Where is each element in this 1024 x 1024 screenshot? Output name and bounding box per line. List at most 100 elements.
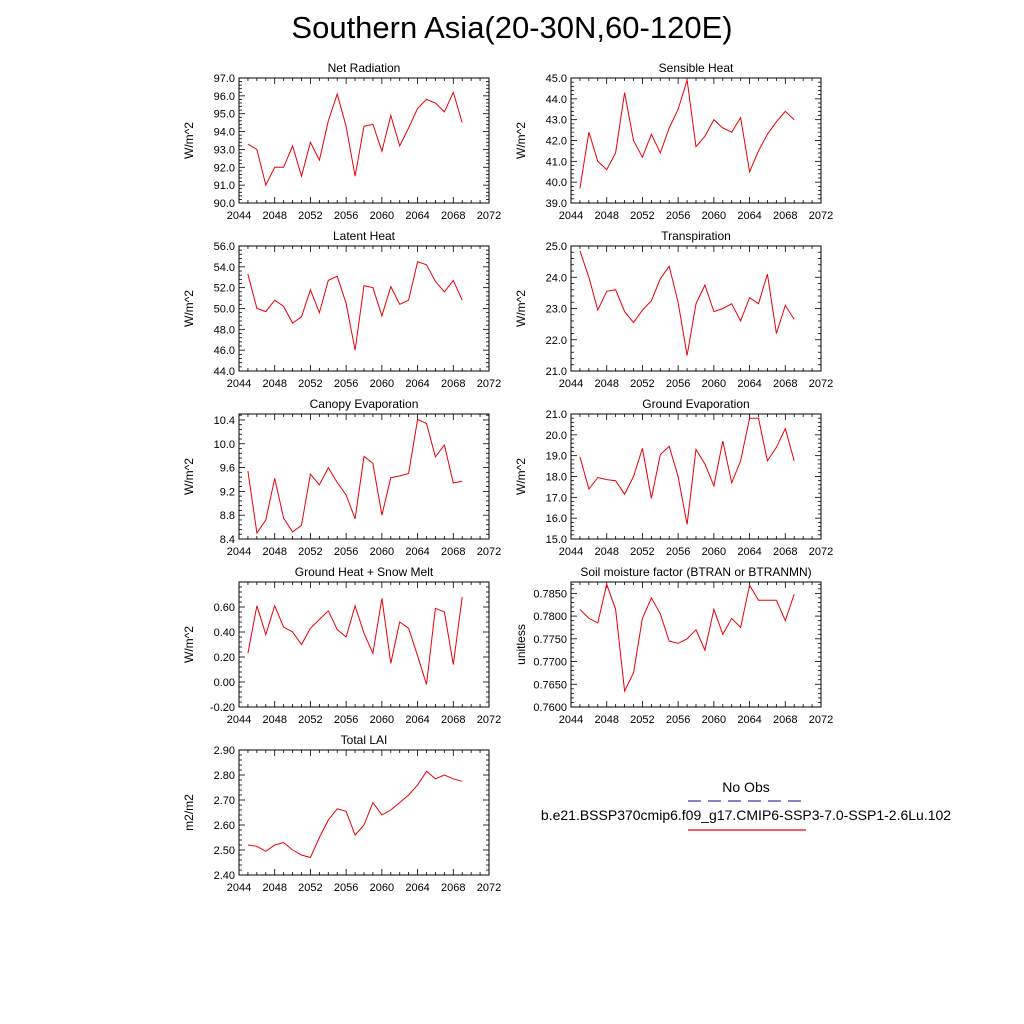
- chart-7-xtick-label: 2048: [262, 714, 286, 726]
- chart-7-ytick-label: 0.00: [214, 677, 235, 689]
- chart-9-xtick-label: 2044: [227, 882, 251, 894]
- chart-2-ytick-label: 45.0: [546, 73, 567, 85]
- chart-8-xtick-label: 2060: [702, 714, 726, 726]
- chart-8-series-line-1: [579, 582, 795, 693]
- chart-2-xtick-label: 2048: [594, 210, 618, 222]
- chart-8-ytick-label: 0.7800: [533, 611, 567, 623]
- chart-2-ylabel: W/m^2: [514, 122, 528, 159]
- chart-9-total-lai: Total LAI 2044 2048 2052 2056 2060 2064 2068 207…: [182, 733, 501, 894]
- chart-7-title: Ground Heat + Snow Melt: [295, 565, 434, 579]
- chart-9-ytick-label: 2.80: [214, 770, 235, 782]
- chart-1-series-line-1: [247, 90, 463, 187]
- chart-7-ground-heat-snow-melt: Ground Heat + Snow Melt 2044 2048 2052 2056 2…: [182, 565, 501, 726]
- chart-7-xtick-label: 2072: [477, 714, 501, 726]
- chart-6-ytick-label: 17.0: [546, 492, 567, 504]
- chart-2-xtick-label: 2060: [702, 210, 726, 222]
- chart-4-xtick-label: 2060: [702, 378, 726, 390]
- chart-9-ytick-label: 2.60: [214, 820, 235, 832]
- chart-7-frame: [238, 581, 490, 708]
- chart-8-xtick-label: 2044: [559, 714, 583, 726]
- chart-5-ytick-label: 8.4: [220, 534, 235, 546]
- chart-9-ytick-label: 2.70: [214, 795, 235, 807]
- chart-5-series-line-1: [247, 418, 463, 535]
- chart-6-ytick-label: 16.0: [546, 513, 567, 525]
- chart-3-xtick-label: 2056: [334, 378, 358, 390]
- legend-model-label: b.e21.BSSP370cmip6.f09_g17.CMIP6-SSP3-7.…: [541, 807, 951, 823]
- chart-3-xtick-label: 2052: [298, 378, 322, 390]
- chart-8-xtick-label: 2068: [773, 714, 797, 726]
- chart-3-title: Latent Heat: [333, 229, 396, 243]
- chart-9-xtick-label: 2064: [405, 882, 429, 894]
- chart-1-ytick-label: 94.0: [214, 127, 235, 139]
- chart-8-ytick-label: 0.7700: [533, 657, 567, 669]
- chart-8-frame: [570, 581, 822, 708]
- chart-8-title: Soil moisture factor (BTRAN or BTRANMN): [580, 565, 811, 579]
- chart-6-xtick-label: 2048: [594, 546, 618, 558]
- chart-9-title: Total LAI: [341, 733, 388, 747]
- chart-5-ytick-label: 8.8: [220, 510, 235, 522]
- chart-5-xtick-label: 2052: [298, 546, 322, 558]
- chart-8-xtick-label: 2072: [809, 714, 833, 726]
- chart-2-xtick-label: 2044: [559, 210, 583, 222]
- chart-6-ytick-label: 19.0: [546, 451, 567, 463]
- chart-1-xtick-label: 2044: [227, 210, 251, 222]
- chart-4-xtick-label: 2068: [773, 378, 797, 390]
- chart-4-xtick-label: 2052: [630, 378, 654, 390]
- chart-3-ytick-label: 44.0: [214, 366, 235, 378]
- chart-2-frame: [570, 77, 822, 204]
- chart-1-ytick-label: 97.0: [214, 73, 235, 85]
- chart-4-xtick-label: 2044: [559, 378, 583, 390]
- chart-3-latent-heat: Latent Heat 2044 2048 2052 2056 2060 2064 2068 2…: [182, 229, 501, 390]
- chart-6-ytick-label: 20.0: [546, 430, 567, 442]
- chart-8-ytick-label: 0.7750: [533, 634, 567, 646]
- chart-4-xtick-label: 2064: [737, 378, 761, 390]
- chart-1-net-radiation: Net Radiation 2044 2048 2052 2056 2060 2064 206…: [182, 61, 501, 222]
- chart-6-xtick-label: 2064: [737, 546, 761, 558]
- chart-3-xtick-label: 2048: [262, 378, 286, 390]
- legend: No Obs b.e21.BSSP370cmip6.f09_g17.CMIP6-…: [541, 779, 951, 831]
- chart-1-ytick-label: 90.0: [214, 198, 235, 210]
- chart-6-xtick-label: 2052: [630, 546, 654, 558]
- chart-6-ylabel: W/m^2: [514, 458, 528, 495]
- chart-5-xtick-label: 2048: [262, 546, 286, 558]
- chart-6-xtick-label: 2044: [559, 546, 583, 558]
- chart-6-xtick-label: 2056: [666, 546, 690, 558]
- chart-3-xtick-label: 2060: [370, 378, 394, 390]
- chart-5-ytick-label: 10.0: [214, 439, 235, 451]
- chart-8-ylabel: unitless: [514, 624, 528, 665]
- chart-4-xtick-label: 2072: [809, 378, 833, 390]
- chart-6-ytick-label: 21.0: [546, 409, 567, 421]
- chart-9-series-line-1: [247, 770, 463, 859]
- chart-4-xtick-label: 2056: [666, 378, 690, 390]
- chart-6-xtick-label: 2068: [773, 546, 797, 558]
- chart-7-xtick-label: 2060: [370, 714, 394, 726]
- chart-4-ytick-label: 25.0: [546, 241, 567, 253]
- chart-6-ytick-label: 15.0: [546, 534, 567, 546]
- chart-2-ytick-label: 43.0: [546, 115, 567, 127]
- chart-1-xtick-label: 2064: [405, 210, 429, 222]
- chart-8-xtick-label: 2052: [630, 714, 654, 726]
- chart-3-ytick-label: 48.0: [214, 324, 235, 336]
- chart-1-title: Net Radiation: [328, 61, 401, 75]
- chart-2-ytick-label: 40.0: [546, 177, 567, 189]
- chart-2-ytick-label: 44.0: [546, 94, 567, 106]
- chart-1-ytick-label: 95.0: [214, 109, 235, 121]
- chart-3-xtick-label: 2044: [227, 378, 251, 390]
- chart-8-xtick-label: 2056: [666, 714, 690, 726]
- chart-6-ground-evaporation: Ground Evaporation 2044 2048 2052 2056 2060 20…: [514, 397, 833, 558]
- chart-7-ytick-label: -0.20: [210, 702, 235, 714]
- chart-5-xtick-label: 2072: [477, 546, 501, 558]
- chart-9-ylabel: m2/m2: [182, 794, 196, 831]
- chart-4-xtick-label: 2048: [594, 378, 618, 390]
- chart-1-xtick-label: 2052: [298, 210, 322, 222]
- chart-4-frame: [570, 245, 822, 372]
- chart-6-title: Ground Evaporation: [642, 397, 749, 411]
- chart-4-ylabel: W/m^2: [514, 290, 528, 327]
- chart-7-ylabel: W/m^2: [182, 626, 196, 663]
- chart-9-xtick-label: 2068: [441, 882, 465, 894]
- chart-9-ytick-label: 2.50: [214, 845, 235, 857]
- chart-5-ytick-label: 9.6: [220, 463, 235, 475]
- chart-1-xtick-label: 2048: [262, 210, 286, 222]
- chart-3-xtick-label: 2068: [441, 378, 465, 390]
